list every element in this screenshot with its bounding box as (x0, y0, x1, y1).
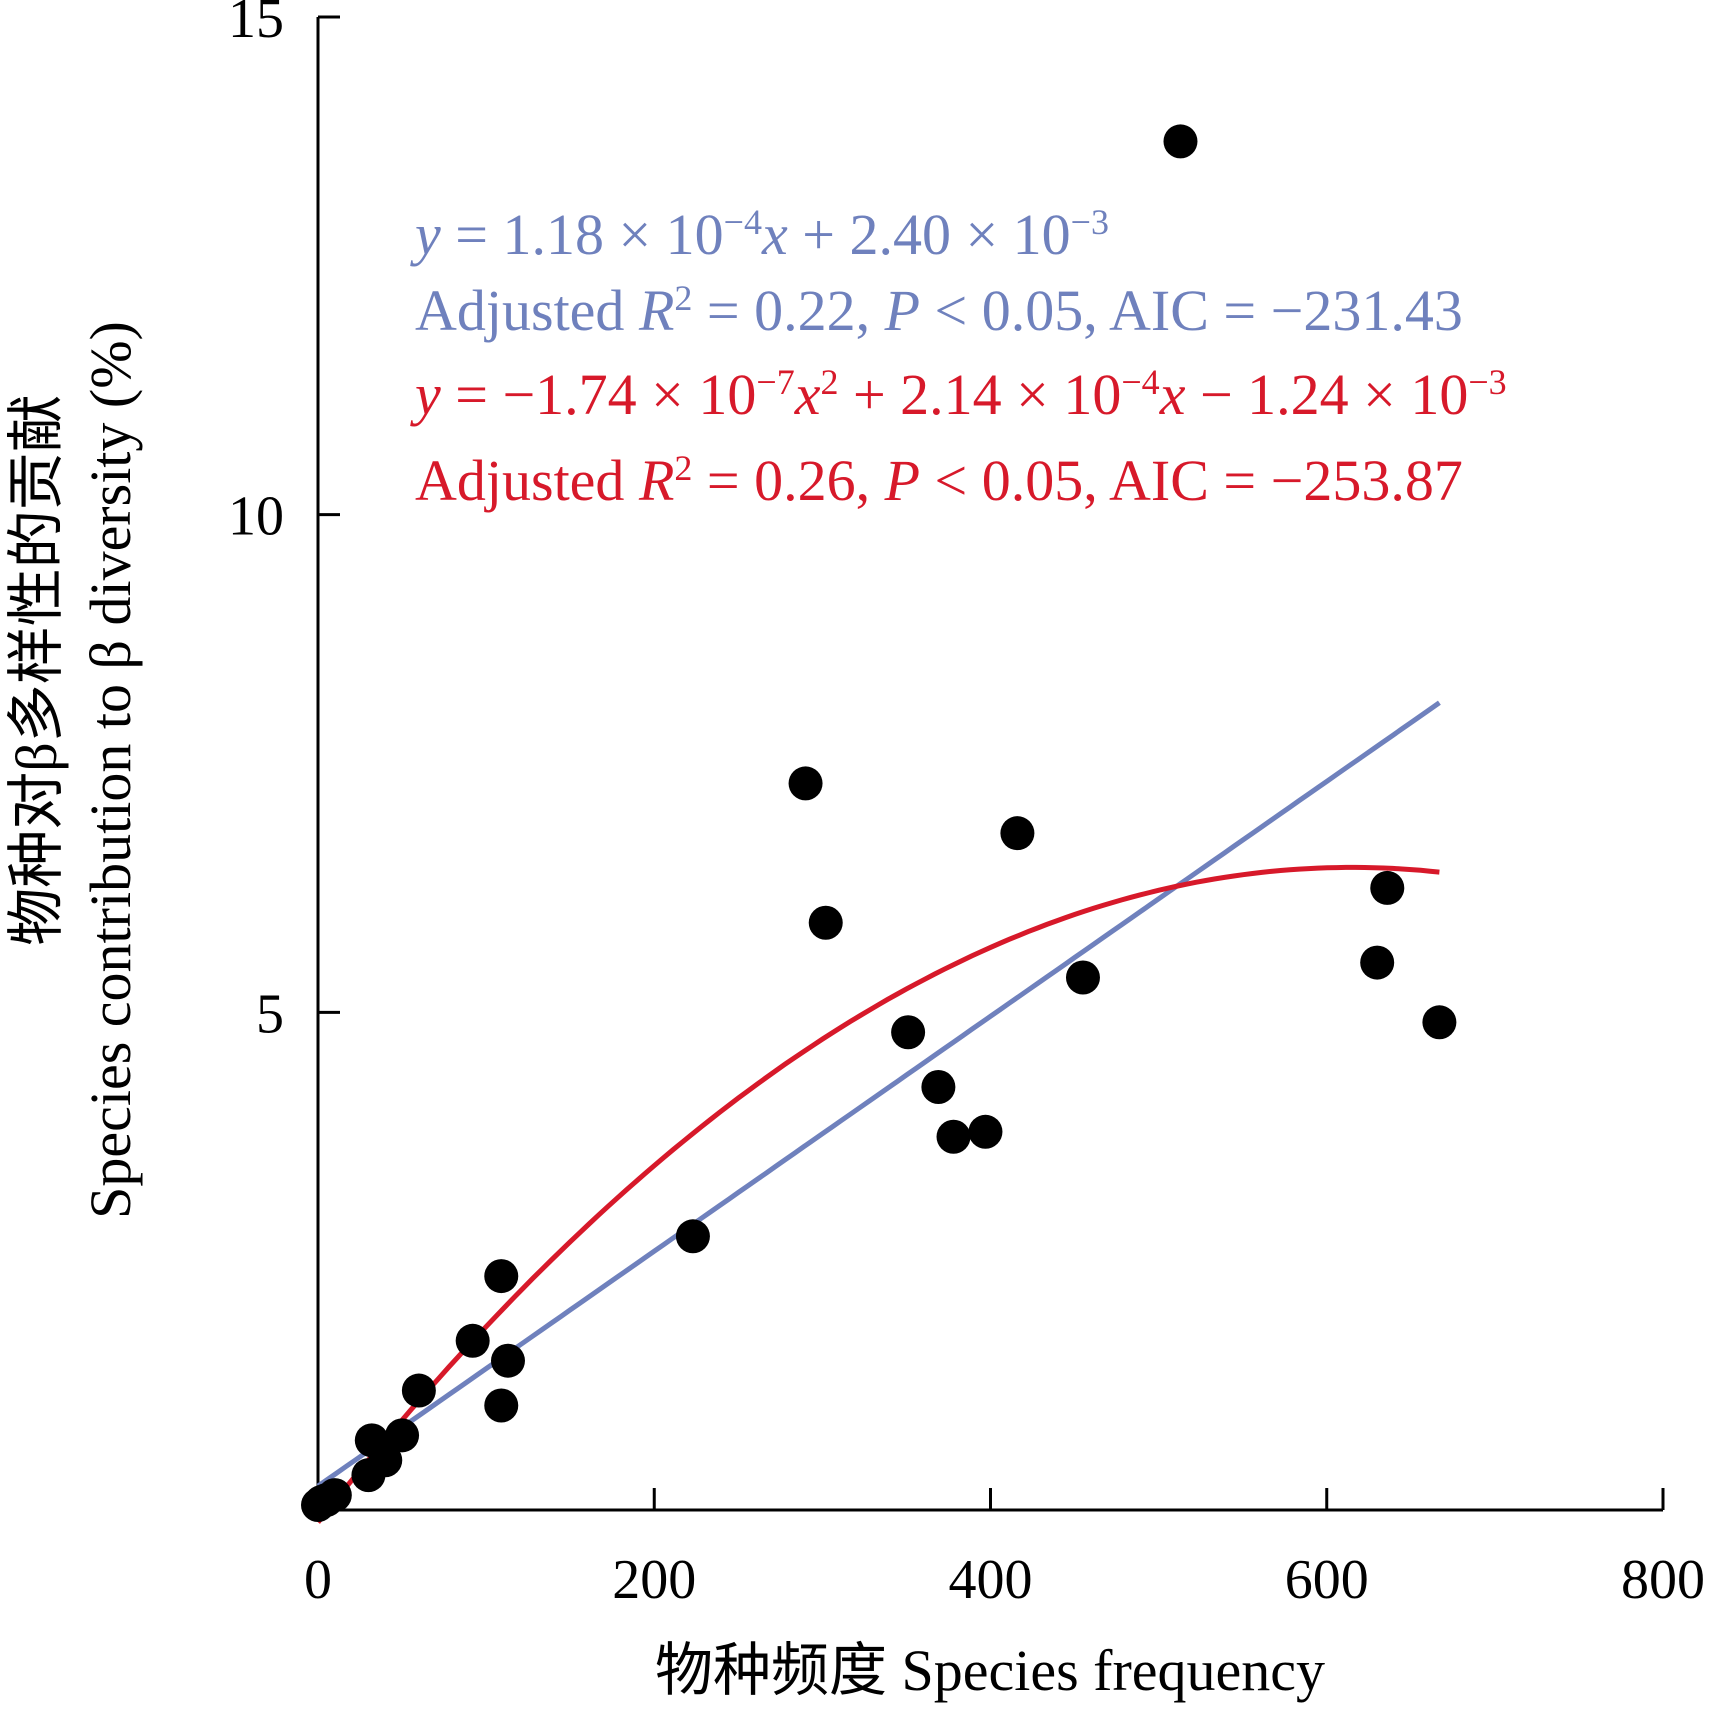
x-axis-title: 物种频度 Species frequency (655, 1638, 1325, 1703)
quadratic-fit-curve (316, 864, 1440, 1524)
data-point (368, 1443, 403, 1478)
data-point (1422, 1005, 1457, 1040)
data-point (1000, 816, 1035, 851)
data-points (301, 124, 1457, 1523)
data-point (675, 1219, 710, 1254)
data-point (921, 1069, 956, 1104)
x-tick-label: 600 (1285, 1549, 1369, 1611)
y-axis-title-line1: 物种对β多样性的贡献 (4, 394, 69, 946)
x-tick-label: 200 (612, 1549, 696, 1611)
data-point (1065, 960, 1100, 995)
data-point (385, 1418, 420, 1453)
y-tick-label: 10 (228, 486, 284, 548)
x-tick-label: 0 (304, 1549, 332, 1611)
data-point (401, 1373, 436, 1408)
x-tick-label: 400 (949, 1549, 1033, 1611)
data-point (788, 766, 823, 801)
y-axis-ticks: 5 10 15 (228, 0, 340, 1045)
data-point (1163, 124, 1198, 159)
y-axis-title-line2: Species contribution to β diversity (%) (78, 321, 143, 1219)
data-point (317, 1478, 352, 1513)
y-tick-label: 15 (228, 0, 284, 50)
data-point (490, 1343, 525, 1378)
x-tick-label: 800 (1621, 1549, 1705, 1611)
data-point (891, 1015, 926, 1050)
data-point (1360, 945, 1395, 980)
y-tick-label: 5 (256, 983, 284, 1045)
x-axis-ticks: 0 200 400 600 800 (304, 1488, 1705, 1611)
quadratic-stats: Adjusted R2 = 0.26, P < 0.05, AIC = −253… (415, 448, 1463, 513)
linear-equation: y = 1.18 × 10−4x + 2.40 × 10−3 (410, 202, 1109, 267)
data-point (968, 1114, 1003, 1149)
quadratic-equation: y = −1.74 × 10−7x2 + 2.14 × 10−4x − 1.24… (410, 362, 1507, 427)
data-point (484, 1388, 519, 1423)
data-point (1370, 870, 1405, 905)
data-point (484, 1259, 519, 1294)
linear-fit-line (316, 700, 1441, 1489)
linear-stats: Adjusted R2 = 0.22, P < 0.05, AIC = −231… (415, 278, 1463, 343)
data-point (455, 1323, 490, 1358)
data-point (808, 905, 843, 940)
data-point (936, 1119, 971, 1154)
